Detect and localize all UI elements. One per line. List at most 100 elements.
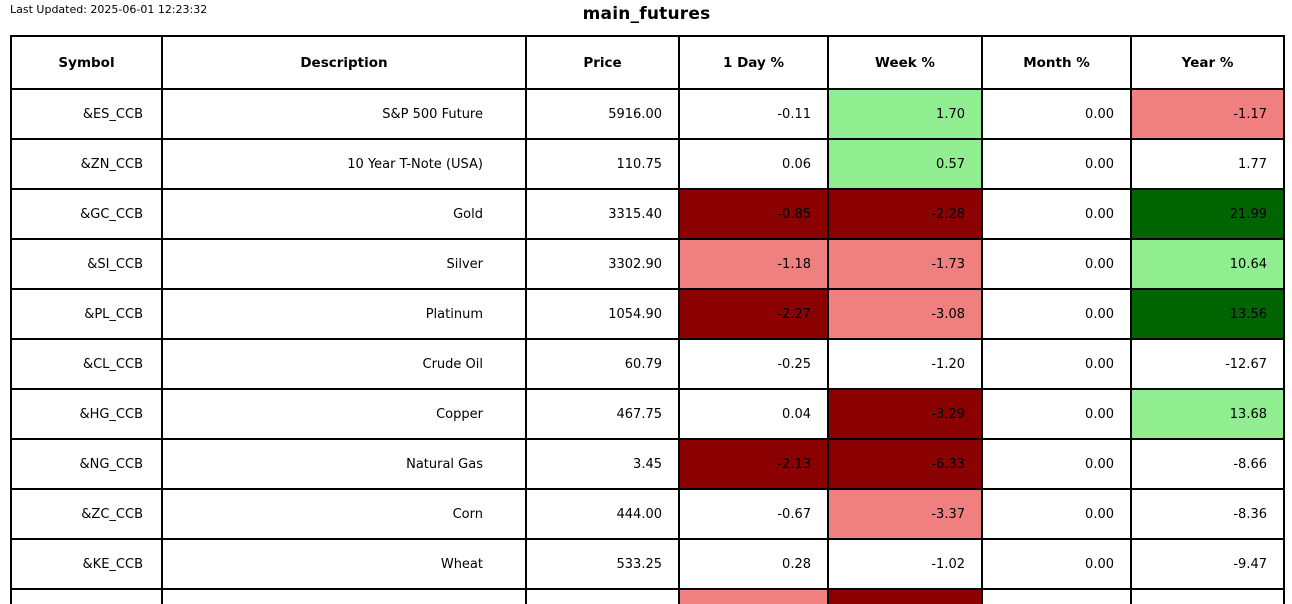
month-pct-cell: 0.00: [981, 288, 1132, 340]
description-cell: S&P 500 Future: [161, 88, 527, 140]
month-pct-cell: 0.00: [981, 538, 1132, 590]
year-pct-cell: -9.47: [1130, 538, 1285, 590]
description-cell: Silver: [161, 238, 527, 290]
price-cell: 533.25: [525, 538, 680, 590]
year-pct-cell: -8.66: [1130, 438, 1285, 490]
table-header: Symbol Description Price 1 Day % Week % …: [10, 35, 1285, 90]
week-pct-cell: -3.37: [827, 488, 983, 540]
day-pct-cell: -2.27: [678, 288, 829, 340]
price-cell: 467.75: [525, 388, 680, 440]
price-cell: 5916.00: [525, 88, 680, 140]
year-pct-cell: 9.88: [1130, 588, 1285, 604]
futures-table: Symbol Description Price 1 Day % Week % …: [10, 35, 1285, 604]
month-pct-cell: 0.00: [981, 438, 1132, 490]
month-pct-cell: 0.00: [981, 238, 1132, 290]
header-row: Symbol Description Price 1 Day % Week % …: [10, 35, 1285, 90]
table-row: &ES_CCB S&P 500 Future 5916.00 -0.11 1.70 0.0…: [10, 88, 1285, 140]
day-pct-cell: -1.18: [678, 238, 829, 290]
symbol-cell: &ZN_CCB: [10, 138, 163, 190]
month-pct-cell: 0.00: [981, 588, 1132, 604]
year-pct-cell: 13.56: [1130, 288, 1285, 340]
column-header-description: Description: [161, 35, 527, 90]
symbol-cell: &HG_CCB: [10, 388, 163, 440]
day-pct-cell: -1.71: [678, 588, 829, 604]
price-cell: 60.79: [525, 338, 680, 390]
day-pct-cell: -2.13: [678, 438, 829, 490]
day-pct-cell: -0.85: [678, 188, 829, 240]
column-header-symbol: Symbol: [10, 35, 163, 90]
day-pct-cell: 0.06: [678, 138, 829, 190]
symbol-cell: &ZC_CCB: [10, 488, 163, 540]
symbol-cell: &SI_CCB: [10, 238, 163, 290]
week-pct-cell: -3.08: [827, 288, 983, 340]
table-row: &ZN_CCB 10 Year T-Note (USA) 110.75 0.06 0.5…: [10, 138, 1285, 190]
day-pct-cell: -0.25: [678, 338, 829, 390]
price-cell: 3.45: [525, 438, 680, 490]
month-pct-cell: 0.00: [981, 88, 1132, 140]
symbol-cell: &PL_CCB: [10, 288, 163, 340]
table-row: &NG_CCB Natural Gas 3.45 -2.13 -6.33 0.00 -8.6…: [10, 438, 1285, 490]
year-pct-cell: -1.17: [1130, 88, 1285, 140]
year-pct-cell: 1.77: [1130, 138, 1285, 190]
table-row: &CL_CCB Crude Oil 60.79 -0.25 -1.20 0.00 -12.6…: [10, 338, 1285, 390]
month-pct-cell: 0.00: [981, 138, 1132, 190]
last-updated-label: Last Updated: 2025-06-01 12:23:32: [10, 3, 208, 16]
table-row: &KE_CCB Wheat 533.25 0.28 -1.02 0.00 -9.47: [10, 538, 1285, 590]
description-cell: Platinum: [161, 288, 527, 340]
column-header-year-pct: Year %: [1130, 35, 1285, 90]
futures-table-container: Symbol Description Price 1 Day % Week % …: [10, 35, 1285, 604]
month-pct-cell: 0.00: [981, 338, 1132, 390]
day-pct-cell: -0.11: [678, 88, 829, 140]
symbol-cell: &KE_CCB: [10, 538, 163, 590]
week-pct-cell: -5.14: [827, 588, 983, 604]
year-pct-cell: -8.36: [1130, 488, 1285, 540]
symbol-cell: &ES_CCB: [10, 88, 163, 140]
day-pct-cell: 0.04: [678, 388, 829, 440]
month-pct-cell: 0.00: [981, 488, 1132, 540]
day-pct-cell: -0.67: [678, 488, 829, 540]
table-row: &HG_CCB Copper 467.75 0.04 -3.29 0.00 13.68: [10, 388, 1285, 440]
price-cell: 110.75: [525, 138, 680, 190]
table-row: &KC_CCBCoffee342.45-1.71-5.140.009.88: [10, 588, 1285, 604]
month-pct-cell: 0.00: [981, 388, 1132, 440]
price-cell: 3302.90: [525, 238, 680, 290]
description-cell: Wheat: [161, 538, 527, 590]
price-cell: 3315.40: [525, 188, 680, 240]
week-pct-cell: -6.33: [827, 438, 983, 490]
description-cell: Crude Oil: [161, 338, 527, 390]
page-title: main_futures: [582, 4, 711, 24]
week-pct-cell: -3.29: [827, 388, 983, 440]
column-header-month-pct: Month %: [981, 35, 1132, 90]
table-row: &PL_CCB Platinum 1054.90 -2.27 -3.08 0.00 13.5…: [10, 288, 1285, 340]
week-pct-cell: -1.20: [827, 338, 983, 390]
column-header-price: Price: [525, 35, 680, 90]
year-pct-cell: 21.99: [1130, 188, 1285, 240]
column-header-day-pct: 1 Day %: [678, 35, 829, 90]
description-cell: Copper: [161, 388, 527, 440]
price-cell: 1054.90: [525, 288, 680, 340]
year-pct-cell: 10.64: [1130, 238, 1285, 290]
description-cell: 10 Year T-Note (USA): [161, 138, 527, 190]
description-cell: Coffee: [161, 588, 527, 604]
table-row: &GC_CCB Gold 3315.40 -0.85 -2.28 0.00 21.99: [10, 188, 1285, 240]
price-cell: 342.45: [525, 588, 680, 604]
price-cell: 444.00: [525, 488, 680, 540]
symbol-cell: &NG_CCB: [10, 438, 163, 490]
day-pct-cell: 0.28: [678, 538, 829, 590]
symbol-cell: &KC_CCB: [10, 588, 163, 604]
week-pct-cell: -1.73: [827, 238, 983, 290]
futures-table-body: &ES_CCB S&P 500 Future 5916.00 -0.11 1.70 0.0…: [10, 88, 1285, 604]
month-pct-cell: 0.00: [981, 188, 1132, 240]
table-row: &SI_CCB Silver 3302.90 -1.18 -1.73 0.00 10.64: [10, 238, 1285, 290]
description-cell: Natural Gas: [161, 438, 527, 490]
symbol-cell: &GC_CCB: [10, 188, 163, 240]
description-cell: Gold: [161, 188, 527, 240]
symbol-cell: &CL_CCB: [10, 338, 163, 390]
year-pct-cell: 13.68: [1130, 388, 1285, 440]
column-header-week-pct: Week %: [827, 35, 983, 90]
table-row: &ZC_CCB Corn 444.00 -0.67 -3.37 0.00 -8.36: [10, 488, 1285, 540]
week-pct-cell: -2.28: [827, 188, 983, 240]
week-pct-cell: 1.70: [827, 88, 983, 140]
week-pct-cell: 0.57: [827, 138, 983, 190]
week-pct-cell: -1.02: [827, 538, 983, 590]
